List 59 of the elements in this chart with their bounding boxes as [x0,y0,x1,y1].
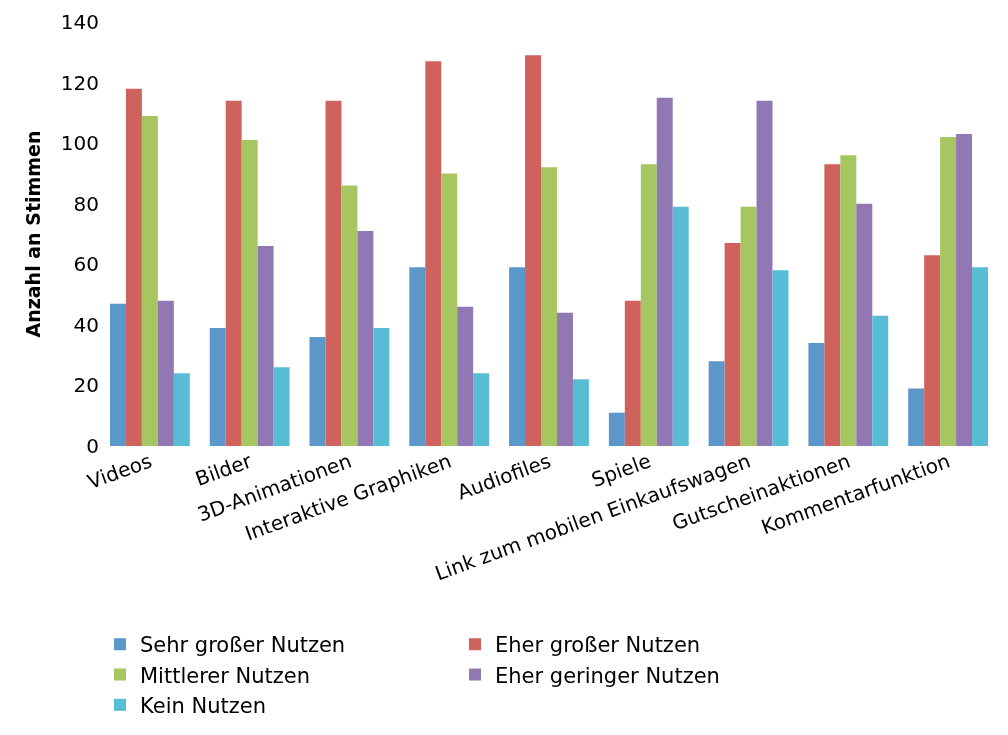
bar [373,327,390,446]
bar [309,336,326,446]
y-tick-label: 100 [60,131,99,156]
bar [824,164,841,446]
bar [740,206,757,446]
bar [708,361,725,446]
bar [225,100,242,446]
legend-label: Eher geringer Nutzen [495,663,720,688]
bar [808,343,825,446]
bar [209,327,226,446]
bar [425,61,442,446]
bar [556,312,573,446]
bar [956,134,973,446]
y-tick-label: 0 [86,434,99,458]
bar [257,246,274,446]
bar [572,379,589,446]
bar [756,100,773,446]
bar [872,315,889,446]
bar [141,115,158,446]
bar [924,255,941,446]
bar [273,367,290,446]
bar [509,267,526,446]
bar [473,373,490,446]
bar [672,206,689,446]
bar [656,97,673,446]
bar [972,267,989,446]
legend-label: Mittlerer Nutzen [140,663,311,688]
legend-label: Eher großer Nutzen [495,633,701,658]
y-tick-label: 40 [73,312,99,337]
y-tick-label: 80 [73,191,99,216]
bar [541,167,557,446]
y-axis-title: Anzahl an Stimmen [21,130,44,338]
bar [341,185,358,446]
bar [856,203,873,446]
bar [441,173,458,446]
legend-label: Sehr großer Nutzen [140,633,346,658]
bar [457,306,474,446]
bar [173,373,190,446]
bar [624,300,641,446]
y-tick-label: 20 [73,373,99,398]
bar [409,267,426,446]
bar [840,155,857,446]
bar [109,303,126,446]
bar [608,412,625,446]
bar [724,243,741,446]
bar [157,300,174,446]
bar [640,164,657,446]
y-tick-label: 60 [73,252,99,277]
y-tick-label: 140 [60,10,99,34]
y-tick-label: 120 [60,70,99,95]
bar [325,100,342,446]
bar [908,388,925,446]
legend-label: Kein Nutzen [140,694,266,719]
bar [940,137,957,446]
bar [357,230,374,446]
bar [772,270,789,446]
bar [241,140,258,446]
bar [125,88,142,446]
bar [525,55,542,446]
